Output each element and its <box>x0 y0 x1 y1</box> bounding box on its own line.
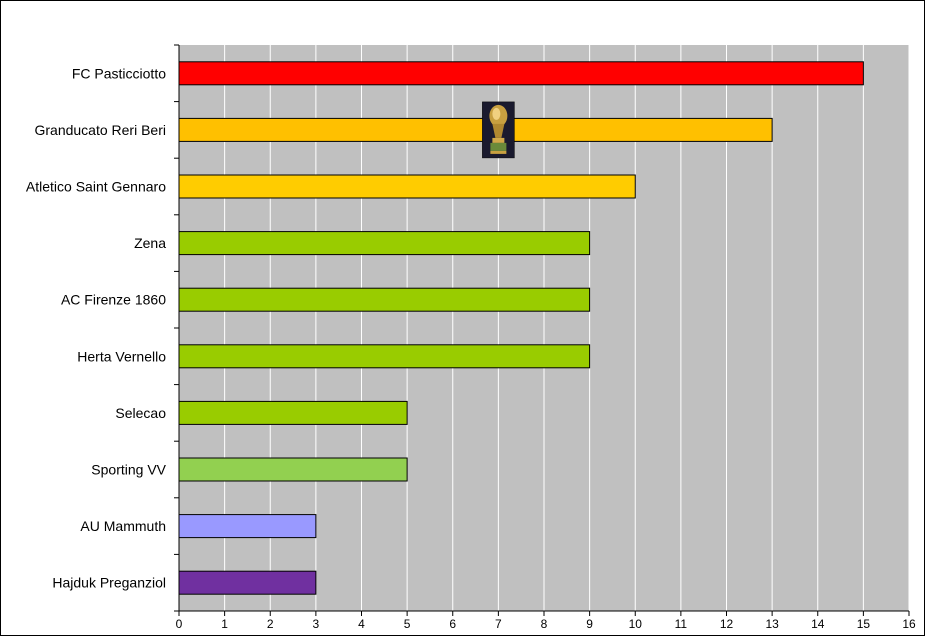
category-label: Granducato Reri Beri <box>34 122 166 138</box>
y-axis <box>174 44 180 612</box>
category-label: Hajduk Preganziol <box>52 575 166 591</box>
x-tick-label: 6 <box>449 617 456 631</box>
bar <box>178 174 636 199</box>
bar <box>178 287 591 312</box>
category-label: FC Pasticciotto <box>72 65 166 81</box>
category-label: Sporting VV <box>91 462 166 478</box>
x-tick-label: 10 <box>629 617 643 631</box>
category-label: Zena <box>134 235 166 251</box>
bar <box>178 61 864 86</box>
bar <box>178 117 773 142</box>
category-label: Herta Vernello <box>77 348 166 364</box>
category-labels: FC Pasticciotto Granducato Reri Beri Atlet… <box>26 65 167 590</box>
x-tick-label: 12 <box>720 617 734 631</box>
bar <box>178 231 591 256</box>
bar <box>178 457 408 482</box>
bar <box>178 344 591 369</box>
x-tick-label: 7 <box>495 617 502 631</box>
x-tick-label: 13 <box>765 617 779 631</box>
x-tick-label: 8 <box>541 617 548 631</box>
x-tick-label: 9 <box>586 617 593 631</box>
bar <box>178 514 317 539</box>
bar <box>178 400 408 425</box>
bars <box>178 61 864 595</box>
category-label: AU Mammuth <box>80 518 166 534</box>
category-label: Selecao <box>115 405 166 421</box>
category-label: AC Firenze 1860 <box>61 292 166 308</box>
x-tick-label: 2 <box>267 617 274 631</box>
bar <box>178 570 317 595</box>
x-tick-label: 15 <box>857 617 871 631</box>
world-cup-trophy-icon <box>482 101 515 159</box>
x-tick-label: 4 <box>358 617 365 631</box>
x-axis: 0 1 2 3 4 5 6 7 8 9 10 11 12 13 14 15 16 <box>176 610 916 631</box>
x-tick-label: 3 <box>313 617 320 631</box>
x-tick-label: 11 <box>675 617 688 631</box>
category-label: Atletico Saint Gennaro <box>26 179 166 195</box>
x-tick-label: 14 <box>811 617 825 631</box>
x-tick-label: 16 <box>902 617 916 631</box>
x-tick-label: 1 <box>221 617 228 631</box>
x-tick-label: 5 <box>404 617 411 631</box>
x-tick-label: 0 <box>176 617 183 631</box>
